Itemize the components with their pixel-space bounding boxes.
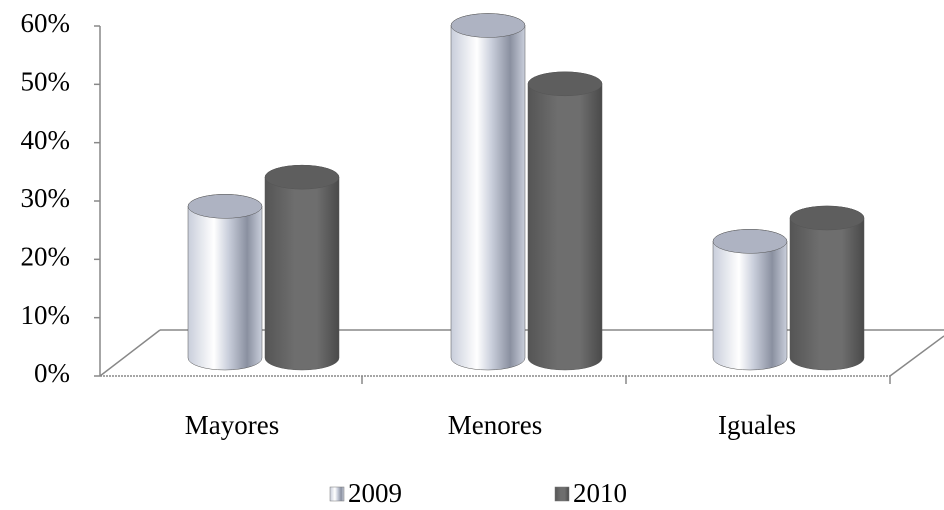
cylinder-body (264, 164, 340, 371)
y-tick-label: 30% (21, 183, 71, 213)
cylinder-body (527, 71, 603, 371)
cylinder-body (187, 194, 263, 371)
legend-swatch (554, 486, 570, 502)
floor-edge (889, 335, 944, 377)
x-tick-label: Menores (448, 410, 542, 440)
cylinder-top (712, 229, 788, 254)
cylinder-top (450, 13, 526, 38)
cylinder-body (789, 205, 865, 371)
cylinder-top (264, 164, 340, 190)
legend-label: 2009 (348, 478, 402, 508)
y-tick-label: 20% (21, 242, 71, 272)
x-tick-label: Iguales (718, 410, 796, 440)
cylinder-body (450, 13, 526, 371)
floor-edge (99, 329, 161, 377)
cylinder-top (187, 194, 263, 219)
y-tick-label: 40% (21, 125, 71, 155)
y-tick-label: 60% (21, 8, 71, 38)
cylinder-top (789, 205, 865, 231)
y-tick-label: 10% (21, 300, 71, 330)
y-tick-label: 0% (34, 358, 70, 388)
legend-swatch (329, 486, 345, 502)
legend-label: 2010 (573, 478, 627, 508)
cylinder-top (527, 71, 603, 97)
y-tick-label: 50% (21, 67, 71, 97)
x-tick-label: Mayores (185, 410, 279, 440)
